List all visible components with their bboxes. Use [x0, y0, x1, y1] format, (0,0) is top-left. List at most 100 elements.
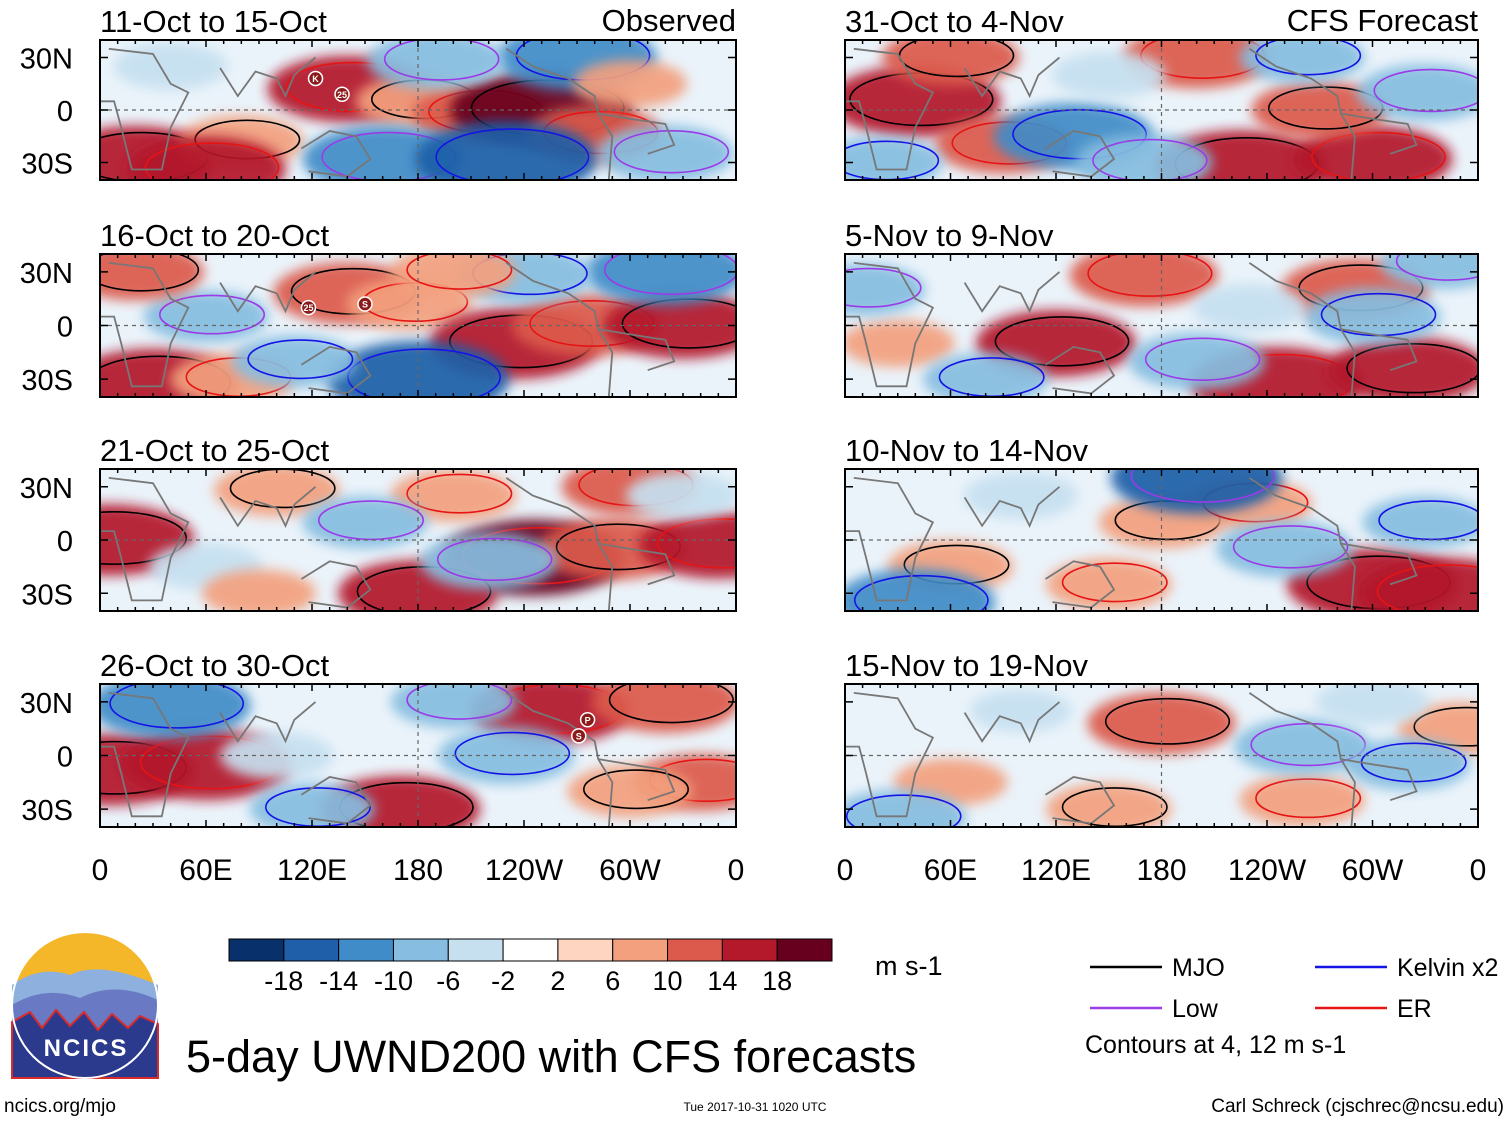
lon-label: 60W: [599, 854, 661, 887]
lat-label: 0: [57, 96, 73, 128]
colorbar-tick-label: 2: [550, 966, 565, 996]
wind-anomaly-blob: [100, 684, 251, 739]
coastline: [598, 328, 676, 372]
coastline: [100, 477, 190, 602]
colorbar-swatch: [612, 938, 669, 962]
coastline: [1045, 776, 1116, 825]
map-panel-oct11-oct15: 11-Oct to 15-Oct K 25 30N 0 30S: [20, 4, 737, 181]
wind-anomaly-blob: [390, 469, 516, 522]
panel-title: 11-Oct to 15-Oct: [100, 4, 327, 39]
panel-title: 16-Oct to 20-Oct: [100, 218, 330, 253]
wind-anomaly-blob: [638, 512, 736, 579]
storm-marker: [571, 728, 587, 744]
coastline: [963, 701, 1061, 744]
panel-title: 26-Oct to 30-Oct: [100, 648, 330, 683]
wave-contour: [853, 574, 989, 611]
storm-marker: [334, 86, 350, 102]
colorbar-swatch: [283, 938, 340, 962]
storm-label: S: [576, 731, 582, 741]
map-panel-oct26-oct30: 26-Oct to 30-Oct PS 30N 0 30S: [20, 648, 737, 828]
wind-anomaly-blob: [1111, 469, 1283, 514]
colorbar-tick-label: -2: [491, 966, 515, 996]
uwnd-field: [845, 684, 1478, 827]
wind-anomaly-blob: [1315, 684, 1430, 726]
wave-contour: [317, 500, 424, 541]
panel-title: 10-Nov to 14-Nov: [845, 433, 1088, 468]
lon-label: 120E: [1021, 854, 1091, 887]
lat-label: 30S: [21, 149, 73, 181]
storm-label: 25: [303, 303, 313, 313]
lon-axis-right: 0 60E 120E 180 120W 60W 0: [837, 854, 1487, 887]
map-panel-oct31-nov4: 31-Oct to 4-Nov: [844, 4, 1479, 181]
storm-label: K: [312, 74, 319, 84]
wind-anomaly-blob: [845, 136, 943, 180]
colorbar-units: m s-1: [875, 951, 943, 981]
coastline: [963, 271, 1061, 314]
wave-contour: [1346, 342, 1478, 394]
wave-contour: [1395, 254, 1478, 281]
wave-contour: [435, 128, 590, 180]
wave-contour: [1373, 68, 1478, 113]
lon-label: 120W: [1228, 854, 1307, 887]
uwnd-field: [845, 254, 1478, 397]
colorbar-tick-label: -6: [436, 966, 460, 996]
coastline: [1340, 542, 1418, 586]
coastline: [845, 692, 935, 818]
panel-title: 5-Nov to 9-Nov: [845, 218, 1054, 253]
wave-contour: [100, 511, 188, 565]
timestamp: Tue 2017-10-31 1020 UTC: [684, 1100, 827, 1114]
lat-label: 30S: [21, 365, 73, 397]
lat-label: 30N: [20, 44, 73, 76]
colorbar: -18 -14 -10 -6 -2 2 6 10 14 18: [228, 938, 833, 996]
wave-contour: [1087, 254, 1213, 297]
wave-contour: [603, 254, 736, 296]
lon-label: 0: [728, 854, 745, 887]
wind-anomaly-blob: [1356, 64, 1478, 121]
wind-anomaly-blob: [231, 335, 357, 388]
colorbar-swatch: [502, 938, 559, 962]
colorbar-swatch: [447, 938, 504, 962]
coastline: [219, 701, 317, 744]
coastline: [1045, 345, 1116, 395]
wave-contour: [1104, 697, 1231, 745]
coastline: [505, 48, 614, 180]
coastline: [1248, 692, 1356, 827]
lon-label: 180: [1136, 854, 1186, 887]
coastline: [1340, 328, 1418, 372]
coastline: [300, 560, 372, 609]
coastline: [505, 692, 614, 827]
wind-anomaly-blob: [573, 60, 687, 108]
forecast-heading: CFS Forecast: [1287, 3, 1479, 38]
legend-label: MJO: [1172, 954, 1225, 982]
wave-contour: [845, 794, 962, 827]
wave-contour: [994, 316, 1130, 367]
lat-label: 0: [57, 742, 73, 774]
wave-contour: [1232, 525, 1349, 569]
uwnd-field: [100, 469, 736, 611]
wave-contour: [613, 130, 730, 174]
wind-anomaly-blob: [1128, 332, 1266, 390]
ncics-logo: NCICS: [11, 931, 159, 1079]
wave-contour: [1311, 131, 1446, 180]
wind-anomaly-blob: [1357, 557, 1478, 611]
panel-title: 21-Oct to 25-Oct: [100, 433, 330, 468]
storm-marker: [300, 299, 317, 316]
lon-label: 0: [1470, 854, 1487, 887]
storm-label: S: [362, 300, 368, 310]
coastline: [505, 262, 614, 397]
coastline: [1340, 112, 1418, 155]
colorbar-tick-label: -18: [264, 966, 303, 996]
wave-contour: [845, 267, 922, 308]
storm-marker: [307, 70, 324, 87]
lat-label: 30S: [21, 795, 73, 827]
wave-contour: [1061, 562, 1168, 603]
observed-heading: Observed: [602, 3, 736, 38]
contour-note: Contours at 4, 12 m s-1: [1085, 1031, 1346, 1059]
coastline: [845, 477, 935, 602]
map-panel-nov10-nov14: 10-Nov to 14-Nov: [844, 433, 1479, 612]
uwnd-field: [100, 684, 736, 827]
wind-anomaly-blob: [591, 684, 736, 733]
wave-contour: [1250, 722, 1366, 767]
wave-contour: [1144, 337, 1261, 381]
